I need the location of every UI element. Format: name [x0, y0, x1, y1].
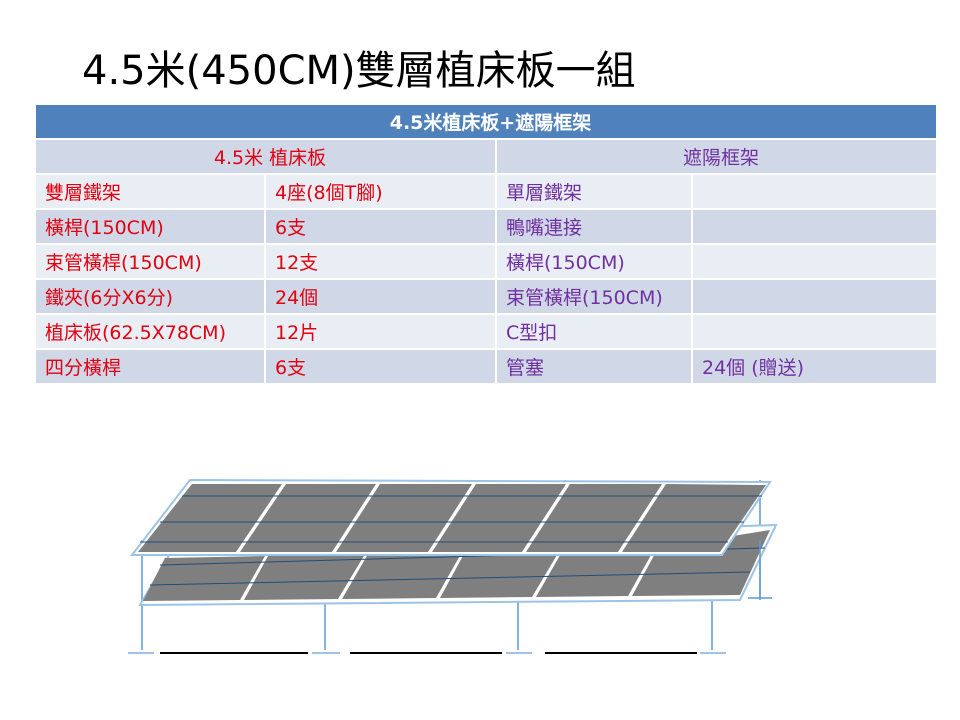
right-section-heading: 遮陽框架	[494, 138, 939, 175]
left-item-cell: 雙層鐵架	[34, 173, 266, 210]
table-row: 四分橫桿 6支 管塞 24個 (贈送)	[34, 348, 939, 385]
upper-panel	[526, 484, 662, 552]
left-qty-cell: 4座(8個T腳)	[264, 173, 497, 210]
right-qty-cell: 24個 (贈送)	[690, 348, 939, 385]
table-row: 束管橫桿(150CM) 12支 橫桿(150CM)	[34, 243, 939, 280]
table-row: 橫桿(150CM) 6支 鴨嘴連接	[34, 208, 939, 245]
right-qty-cell	[690, 313, 939, 350]
lower-panel	[244, 554, 365, 600]
table-row: 鐵夾(6分X6分) 24個 束管橫桿(150CM)	[34, 278, 939, 315]
left-qty-cell: 6支	[264, 348, 497, 385]
left-item-cell: 四分橫桿	[34, 348, 266, 385]
table-subheader-row: 4.5米 植床板 遮陽框架	[34, 138, 939, 175]
left-item-cell: 鐵夾(6分X6分)	[34, 278, 266, 315]
left-qty-cell: 12支	[264, 243, 497, 280]
lower-panel	[536, 548, 655, 597]
table-row: 雙層鐵架 4座(8個T腳) 單層鐵架	[34, 173, 939, 210]
right-item-cell: C型扣	[495, 313, 693, 350]
left-item-cell: 橫桿(150CM)	[34, 208, 266, 245]
slide-title: 4.5米(450CM)雙層植床板一組	[82, 48, 636, 94]
right-post	[748, 540, 772, 599]
right-qty-cell	[690, 243, 939, 280]
right-item-cell: 單層鐵架	[495, 173, 693, 210]
upper-tier	[129, 478, 772, 556]
table-row: 植床板(62.5X78CM) 12片 C型扣	[34, 313, 939, 350]
left-qty-cell: 24個	[264, 278, 497, 315]
table-header: 4.5米植床板+遮陽框架	[33, 103, 939, 140]
left-section-heading: 4.5米 植床板	[34, 138, 497, 175]
left-qty-cell: 12片	[264, 313, 497, 350]
right-item-cell: 束管橫桿(150CM)	[495, 278, 693, 315]
table-header-row: 4.5米植床板+遮陽框架	[33, 103, 939, 140]
right-qty-cell	[690, 173, 939, 210]
right-item-cell: 鴨嘴連接	[495, 208, 693, 245]
lower-panel	[440, 550, 560, 598]
left-item-cell: 束管橫桿(150CM)	[34, 243, 266, 280]
right-qty-cell	[690, 208, 939, 245]
upper-panel	[336, 484, 472, 552]
upper-panel	[622, 484, 766, 552]
base-shadows	[160, 652, 697, 654]
lower-panel	[342, 552, 462, 599]
upper-panel	[138, 484, 282, 552]
upper-panel	[240, 484, 376, 552]
spec-table: 4.5米植床板+遮陽框架 4.5米 植床板 遮陽框架 雙層鐵架 4座(8個T腳)…	[33, 103, 939, 385]
right-item-cell: 橫桿(150CM)	[495, 243, 693, 280]
lower-panel	[632, 530, 770, 596]
left-item-cell: 植床板(62.5X78CM)	[34, 313, 266, 350]
lower-panel	[143, 556, 265, 601]
upper-panel	[432, 484, 566, 552]
left-qty-cell: 6支	[264, 208, 497, 245]
right-item-cell: 管塞	[495, 348, 693, 385]
right-qty-cell	[690, 278, 939, 315]
